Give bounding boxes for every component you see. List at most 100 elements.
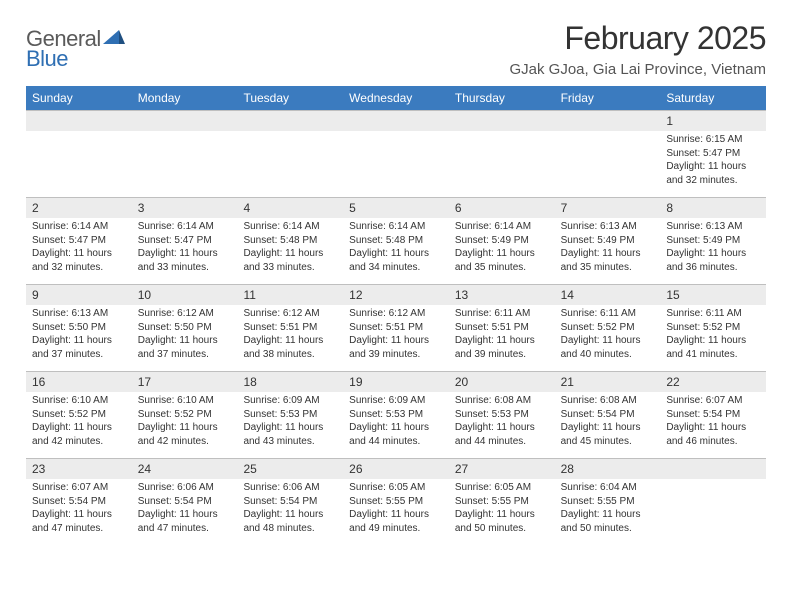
sunrise-text: Sunrise: 6:14 AM	[138, 220, 232, 234]
week-row: 2Sunrise: 6:14 AMSunset: 5:47 PMDaylight…	[26, 197, 766, 284]
day-cell: 5Sunrise: 6:14 AMSunset: 5:48 PMDaylight…	[343, 198, 449, 284]
day-body: Sunrise: 6:14 AMSunset: 5:48 PMDaylight:…	[343, 218, 449, 278]
daylight-text: Daylight: 11 hours and 47 minutes.	[32, 508, 126, 535]
sunrise-text: Sunrise: 6:09 AM	[349, 394, 443, 408]
day-cell: 4Sunrise: 6:14 AMSunset: 5:48 PMDaylight…	[237, 198, 343, 284]
title-block: February 2025 GJak GJoa, Gia Lai Provinc…	[509, 20, 766, 78]
daylight-text: Daylight: 11 hours and 48 minutes.	[243, 508, 337, 535]
day-number: 3	[132, 198, 238, 218]
daylight-text: Daylight: 11 hours and 47 minutes.	[138, 508, 232, 535]
sunset-text: Sunset: 5:53 PM	[455, 408, 549, 422]
daylight-text: Daylight: 11 hours and 32 minutes.	[666, 160, 760, 187]
day-body: Sunrise: 6:06 AMSunset: 5:54 PMDaylight:…	[237, 479, 343, 539]
sunset-text: Sunset: 5:53 PM	[243, 408, 337, 422]
day-cell: 22Sunrise: 6:07 AMSunset: 5:54 PMDayligh…	[660, 372, 766, 458]
day-cell	[237, 111, 343, 197]
sunrise-text: Sunrise: 6:06 AM	[243, 481, 337, 495]
day-number: 28	[555, 459, 661, 479]
weekday-header: Monday	[132, 86, 238, 110]
day-number: 14	[555, 285, 661, 305]
weekday-header: Sunday	[26, 86, 132, 110]
day-cell: 20Sunrise: 6:08 AMSunset: 5:53 PMDayligh…	[449, 372, 555, 458]
day-cell: 11Sunrise: 6:12 AMSunset: 5:51 PMDayligh…	[237, 285, 343, 371]
weekday-header: Thursday	[449, 86, 555, 110]
day-body: Sunrise: 6:12 AMSunset: 5:51 PMDaylight:…	[237, 305, 343, 365]
day-number	[449, 111, 555, 131]
day-number: 25	[237, 459, 343, 479]
day-body: Sunrise: 6:06 AMSunset: 5:54 PMDaylight:…	[132, 479, 238, 539]
sunset-text: Sunset: 5:47 PM	[138, 234, 232, 248]
sunrise-text: Sunrise: 6:07 AM	[32, 481, 126, 495]
weekday-header-row: SundayMondayTuesdayWednesdayThursdayFrid…	[26, 86, 766, 110]
weekday-header: Wednesday	[343, 86, 449, 110]
sunset-text: Sunset: 5:52 PM	[666, 321, 760, 335]
daylight-text: Daylight: 11 hours and 41 minutes.	[666, 334, 760, 361]
day-body: Sunrise: 6:14 AMSunset: 5:47 PMDaylight:…	[132, 218, 238, 278]
day-number: 19	[343, 372, 449, 392]
daylight-text: Daylight: 11 hours and 42 minutes.	[138, 421, 232, 448]
day-number: 11	[237, 285, 343, 305]
day-cell: 17Sunrise: 6:10 AMSunset: 5:52 PMDayligh…	[132, 372, 238, 458]
sunset-text: Sunset: 5:49 PM	[455, 234, 549, 248]
daylight-text: Daylight: 11 hours and 32 minutes.	[32, 247, 126, 274]
daylight-text: Daylight: 11 hours and 39 minutes.	[455, 334, 549, 361]
daylight-text: Daylight: 11 hours and 40 minutes.	[561, 334, 655, 361]
daylight-text: Daylight: 11 hours and 45 minutes.	[561, 421, 655, 448]
sunrise-text: Sunrise: 6:09 AM	[243, 394, 337, 408]
logo-text-blue: Blue	[26, 46, 68, 71]
day-number: 6	[449, 198, 555, 218]
calendar-weeks: 1Sunrise: 6:15 AMSunset: 5:47 PMDaylight…	[26, 110, 766, 545]
day-cell: 28Sunrise: 6:04 AMSunset: 5:55 PMDayligh…	[555, 459, 661, 545]
day-body: Sunrise: 6:12 AMSunset: 5:50 PMDaylight:…	[132, 305, 238, 365]
day-number: 12	[343, 285, 449, 305]
day-number	[660, 459, 766, 479]
day-number	[555, 111, 661, 131]
sunrise-text: Sunrise: 6:07 AM	[666, 394, 760, 408]
daylight-text: Daylight: 11 hours and 37 minutes.	[32, 334, 126, 361]
day-number: 16	[26, 372, 132, 392]
day-body: Sunrise: 6:04 AMSunset: 5:55 PMDaylight:…	[555, 479, 661, 539]
sunset-text: Sunset: 5:49 PM	[561, 234, 655, 248]
day-body: Sunrise: 6:13 AMSunset: 5:49 PMDaylight:…	[660, 218, 766, 278]
day-cell: 13Sunrise: 6:11 AMSunset: 5:51 PMDayligh…	[449, 285, 555, 371]
sunset-text: Sunset: 5:51 PM	[349, 321, 443, 335]
day-cell: 10Sunrise: 6:12 AMSunset: 5:50 PMDayligh…	[132, 285, 238, 371]
day-number: 2	[26, 198, 132, 218]
sunset-text: Sunset: 5:51 PM	[243, 321, 337, 335]
daylight-text: Daylight: 11 hours and 43 minutes.	[243, 421, 337, 448]
daylight-text: Daylight: 11 hours and 38 minutes.	[243, 334, 337, 361]
week-row: 1Sunrise: 6:15 AMSunset: 5:47 PMDaylight…	[26, 110, 766, 197]
day-number: 23	[26, 459, 132, 479]
day-number: 17	[132, 372, 238, 392]
day-cell: 6Sunrise: 6:14 AMSunset: 5:49 PMDaylight…	[449, 198, 555, 284]
day-body: Sunrise: 6:11 AMSunset: 5:52 PMDaylight:…	[660, 305, 766, 365]
day-cell: 14Sunrise: 6:11 AMSunset: 5:52 PMDayligh…	[555, 285, 661, 371]
day-cell	[660, 459, 766, 545]
daylight-text: Daylight: 11 hours and 33 minutes.	[138, 247, 232, 274]
day-number: 27	[449, 459, 555, 479]
sunrise-text: Sunrise: 6:12 AM	[243, 307, 337, 321]
week-row: 16Sunrise: 6:10 AMSunset: 5:52 PMDayligh…	[26, 371, 766, 458]
sunset-text: Sunset: 5:51 PM	[455, 321, 549, 335]
sunset-text: Sunset: 5:52 PM	[561, 321, 655, 335]
logo: General Blue	[26, 26, 125, 72]
day-number: 26	[343, 459, 449, 479]
day-number: 4	[237, 198, 343, 218]
day-body: Sunrise: 6:15 AMSunset: 5:47 PMDaylight:…	[660, 131, 766, 191]
day-cell: 9Sunrise: 6:13 AMSunset: 5:50 PMDaylight…	[26, 285, 132, 371]
day-body: Sunrise: 6:09 AMSunset: 5:53 PMDaylight:…	[343, 392, 449, 452]
day-number: 9	[26, 285, 132, 305]
sunrise-text: Sunrise: 6:08 AM	[561, 394, 655, 408]
day-number	[26, 111, 132, 131]
day-body: Sunrise: 6:07 AMSunset: 5:54 PMDaylight:…	[660, 392, 766, 452]
day-number: 15	[660, 285, 766, 305]
sunrise-text: Sunrise: 6:13 AM	[666, 220, 760, 234]
day-body: Sunrise: 6:05 AMSunset: 5:55 PMDaylight:…	[343, 479, 449, 539]
sunrise-text: Sunrise: 6:13 AM	[561, 220, 655, 234]
day-body: Sunrise: 6:14 AMSunset: 5:49 PMDaylight:…	[449, 218, 555, 278]
daylight-text: Daylight: 11 hours and 34 minutes.	[349, 247, 443, 274]
day-body: Sunrise: 6:10 AMSunset: 5:52 PMDaylight:…	[132, 392, 238, 452]
day-cell: 7Sunrise: 6:13 AMSunset: 5:49 PMDaylight…	[555, 198, 661, 284]
sunrise-text: Sunrise: 6:11 AM	[455, 307, 549, 321]
sunset-text: Sunset: 5:47 PM	[32, 234, 126, 248]
